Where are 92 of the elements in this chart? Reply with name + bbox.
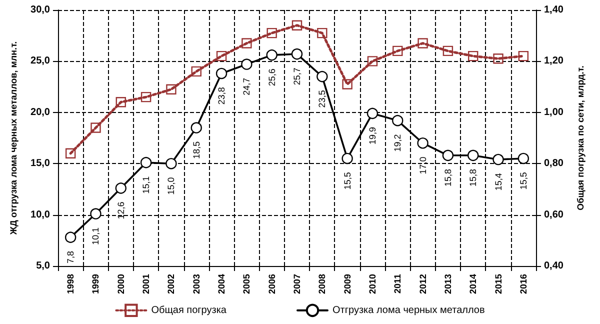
x-tick-label: 2012 bbox=[418, 274, 428, 294]
data-label: 17,0 bbox=[418, 156, 428, 174]
point bbox=[418, 38, 428, 48]
x-tick-label: 1999 bbox=[90, 274, 101, 294]
y2-axis-title: Общая погрузка по сети, млрд.т. bbox=[576, 66, 586, 210]
y-tick-label: 15,0 bbox=[30, 158, 50, 170]
point bbox=[292, 20, 302, 30]
point bbox=[90, 122, 101, 133]
point bbox=[442, 46, 454, 56]
point bbox=[417, 138, 428, 149]
data-label: 15,5 bbox=[518, 172, 528, 190]
point bbox=[216, 50, 227, 62]
point bbox=[468, 150, 479, 162]
point bbox=[166, 84, 176, 94]
point bbox=[518, 50, 529, 62]
y2-tick-label: 0,40 bbox=[544, 260, 564, 272]
data-label: 25,6 bbox=[266, 68, 277, 86]
y-tick-label: 25,0 bbox=[30, 56, 50, 67]
y2-tick-label: 1,20 bbox=[544, 56, 564, 67]
point bbox=[266, 49, 278, 61]
point bbox=[90, 208, 102, 220]
point bbox=[242, 38, 252, 48]
data-label: 15,1 bbox=[141, 176, 152, 194]
point bbox=[140, 156, 152, 168]
data-label: 23,8 bbox=[216, 87, 227, 105]
x-tick-label: 2016 bbox=[518, 274, 528, 294]
point bbox=[116, 97, 126, 108]
point bbox=[492, 154, 504, 166]
point bbox=[468, 50, 478, 62]
y2-tick-label: 0,60 bbox=[544, 209, 564, 220]
data-label: 15,5 bbox=[342, 172, 352, 190]
y-tick-label: 20,0 bbox=[30, 106, 50, 118]
x-tick-label: 2005 bbox=[242, 274, 252, 294]
data-label: 19,9 bbox=[367, 127, 378, 145]
point bbox=[342, 79, 352, 90]
x-tick-label: 2015 bbox=[493, 274, 504, 294]
y-tick-label: 30,0 bbox=[30, 4, 50, 16]
data-label: 15,4 bbox=[493, 173, 504, 191]
x-tick-label: 2002 bbox=[166, 274, 176, 294]
y-tick-label: 5,0 bbox=[36, 260, 50, 272]
x-tick-label: 1998 bbox=[66, 274, 76, 294]
data-label: 7,8 bbox=[66, 250, 76, 264]
point bbox=[518, 152, 530, 164]
point bbox=[442, 150, 454, 162]
x-tick-label: 2000 bbox=[116, 274, 126, 294]
x-tick-label: 2004 bbox=[216, 274, 227, 294]
point bbox=[115, 182, 126, 194]
point bbox=[65, 148, 76, 158]
y2-tick-label: 0,80 bbox=[544, 158, 564, 170]
data-label: 18,5 bbox=[191, 141, 202, 159]
x-tick-label: 2006 bbox=[266, 274, 277, 294]
data-label: 19,2 bbox=[392, 134, 403, 152]
point bbox=[493, 54, 504, 64]
data-label: 15,0 bbox=[166, 177, 176, 195]
point bbox=[266, 28, 277, 38]
point bbox=[392, 114, 404, 126]
x-tick-label: 2011 bbox=[392, 274, 403, 294]
point bbox=[190, 122, 202, 134]
y-axis-title: ЖД отгрузка лома черных металлов, млн.т. bbox=[8, 41, 18, 236]
x-tick-label: 2007 bbox=[292, 274, 302, 294]
data-label: 15,8 bbox=[468, 169, 478, 187]
point bbox=[241, 58, 252, 70]
x-tick-label: 2009 bbox=[342, 274, 352, 294]
y-tick-label: 10,0 bbox=[30, 209, 50, 220]
point bbox=[216, 68, 228, 80]
point bbox=[291, 48, 303, 60]
data-label: 24,7 bbox=[242, 78, 252, 96]
x-tick-label: 2001 bbox=[141, 274, 152, 294]
point bbox=[316, 70, 328, 82]
y2-tick-label: 1,40 bbox=[544, 4, 564, 16]
data-label: 15,8 bbox=[442, 169, 453, 187]
point bbox=[367, 56, 378, 66]
point bbox=[342, 152, 353, 164]
data-label: 12,6 bbox=[116, 202, 126, 220]
y2-tick-label: 1,00 bbox=[544, 106, 564, 118]
point bbox=[64, 232, 76, 243]
point bbox=[366, 108, 378, 120]
legend-label: Общая погрузка bbox=[151, 304, 227, 316]
x-tick-label: 2010 bbox=[367, 274, 378, 294]
x-tick-label: 2014 bbox=[468, 274, 478, 294]
x-tick-label: 2003 bbox=[191, 274, 202, 294]
point bbox=[166, 158, 177, 170]
point bbox=[317, 28, 328, 38]
legend-label: Отгрузка лома черных металлов bbox=[332, 304, 485, 316]
data-label: 23,5 bbox=[317, 90, 328, 108]
point bbox=[191, 66, 202, 77]
point bbox=[140, 92, 152, 102]
point bbox=[392, 46, 403, 56]
x-tick-label: 2013 bbox=[442, 274, 453, 294]
data-label: 25,7 bbox=[292, 68, 302, 86]
data-label: 10,1 bbox=[90, 227, 101, 245]
x-tick-label: 2008 bbox=[317, 274, 328, 294]
